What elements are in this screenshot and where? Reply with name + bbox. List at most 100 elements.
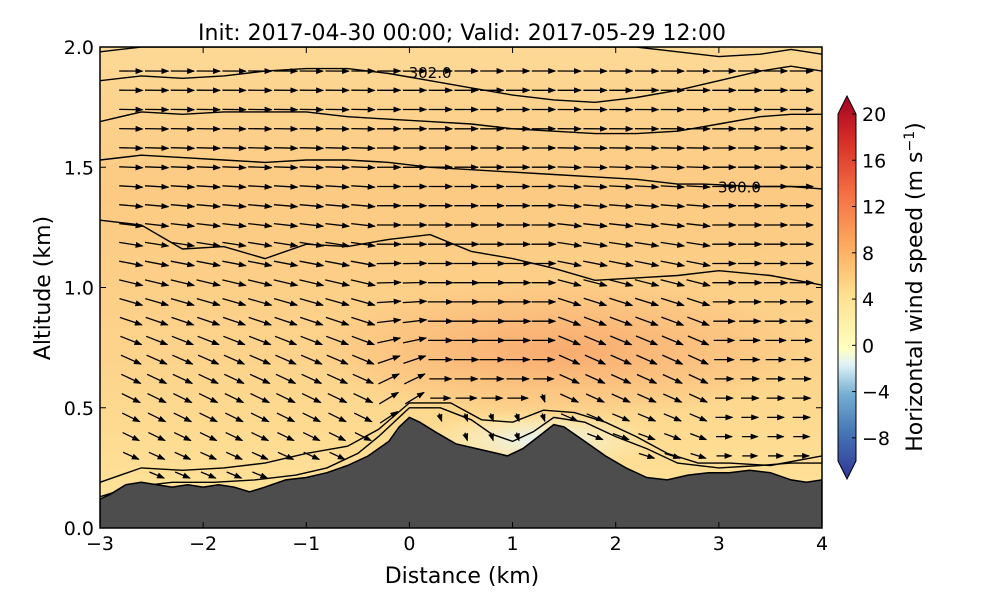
wind-vector: [148, 432, 166, 442]
x-tick-label: 3: [713, 533, 725, 555]
wind-vector: [196, 316, 221, 326]
colorbar-label-exponent: −1: [902, 131, 918, 152]
wind-vector: [354, 432, 372, 442]
y-tick-label: 1.5: [64, 157, 94, 179]
wind-vector: [377, 317, 402, 324]
wind-vector: [637, 413, 657, 422]
colorbar-tick-label: 4: [862, 289, 874, 311]
wind-vector: [301, 373, 323, 384]
wind-vector: [299, 164, 325, 171]
wind-vector: [145, 335, 169, 346]
wind-vector: [172, 373, 194, 384]
wind-vector: [325, 145, 350, 152]
wind-vector: [662, 354, 684, 365]
wind-vector: [689, 432, 708, 441]
wind-vector: [145, 297, 170, 307]
wind-vector: [276, 393, 296, 404]
y-tick-label: 0.5: [64, 398, 94, 420]
wind-vector: [402, 336, 428, 344]
wind-vector: [145, 316, 169, 326]
wind-vector: [299, 279, 325, 287]
wind-vector: [325, 183, 350, 190]
wind-vector: [351, 316, 376, 326]
wind-vector: [196, 164, 221, 171]
wind-vectors: [119, 68, 815, 479]
theta-contour: [100, 407, 822, 498]
wind-vector: [144, 279, 170, 287]
wind-vector: [587, 432, 604, 441]
wind-vector: [222, 279, 247, 287]
wind-vector: [223, 335, 246, 346]
x-axis-ticks: −3 −2 −1 0 1 2 3 4: [86, 47, 828, 555]
theta-contour: [100, 47, 822, 58]
wind-vector: [222, 145, 247, 152]
wind-vector: [557, 279, 582, 287]
chart-title: Init: 2017-04-30 00:00; Valid: 2017-05-2…: [198, 21, 726, 46]
wind-vector: [436, 413, 443, 423]
wind-vector: [557, 222, 583, 229]
wind-vector: [299, 260, 325, 268]
wind-vector: [199, 432, 218, 442]
wind-vector: [609, 222, 634, 229]
potential-temperature-contours: [100, 47, 822, 498]
wind-vector: [170, 145, 196, 152]
theta-contour: [100, 65, 822, 104]
wind-vector: [660, 279, 686, 287]
colorbar-tick-label: 0: [862, 335, 874, 357]
wind-vector: [197, 335, 220, 346]
y-axis-ticks: 0.0 0.5 1.0 1.5 2.0: [64, 37, 822, 540]
wind-vector: [248, 335, 272, 346]
wind-vector: [173, 393, 193, 404]
wind-vector: [404, 391, 425, 405]
wind-vector: [634, 183, 660, 190]
x-tick-label: −1: [292, 533, 320, 555]
wind-vector: [273, 145, 299, 152]
x-tick-label: 2: [610, 533, 622, 555]
wind-vector: [557, 164, 582, 171]
wind-vector: [585, 373, 606, 384]
wind-vector: [148, 451, 166, 460]
wind-vector: [557, 203, 583, 210]
wind-vector: [144, 183, 170, 190]
wind-vector: [325, 203, 350, 210]
wind-vector: [250, 412, 270, 423]
wind-vector: [222, 241, 247, 248]
wind-vector: [299, 203, 325, 210]
wind-vector: [634, 279, 660, 287]
colorbar-tick-label: 12: [862, 197, 886, 219]
wind-vector: [402, 279, 428, 286]
wind-vector: [663, 393, 683, 403]
wind-vector: [325, 335, 350, 346]
wind-vector: [378, 391, 400, 405]
colorbar-tick-label: −8: [862, 428, 890, 450]
wind-vector: [224, 373, 245, 384]
wind-vector: [248, 222, 273, 229]
wind-vector: [609, 297, 634, 307]
colorbar-tick-label: 16: [862, 150, 886, 172]
wind-vector: [147, 412, 167, 423]
wind-vector: [585, 393, 606, 403]
wind-vector: [584, 354, 607, 365]
wind-vector: [686, 164, 711, 171]
wind-vector: [586, 413, 605, 422]
wind-vector: [660, 222, 686, 229]
wind-vector: [609, 164, 634, 171]
colorbar-label-main: Horizontal wind speed (m s: [903, 151, 928, 451]
wind-vector: [299, 222, 325, 229]
wind-vector: [688, 354, 710, 365]
wind-vector: [120, 335, 143, 346]
wind-vector: [119, 260, 144, 268]
wind-vector: [326, 373, 349, 384]
x-tick-label: −2: [189, 533, 217, 555]
wind-vector: [144, 260, 170, 268]
wind-vector: [328, 432, 347, 442]
wind-vector: [635, 316, 659, 326]
wind-vector: [273, 297, 299, 307]
wind-vector: [636, 373, 658, 384]
wind-vector: [196, 279, 221, 287]
wind-vector: [660, 297, 685, 307]
wind-vector: [302, 412, 322, 423]
wind-vector: [120, 354, 142, 365]
wind-vector: [144, 241, 170, 248]
wind-vector: [170, 279, 196, 287]
